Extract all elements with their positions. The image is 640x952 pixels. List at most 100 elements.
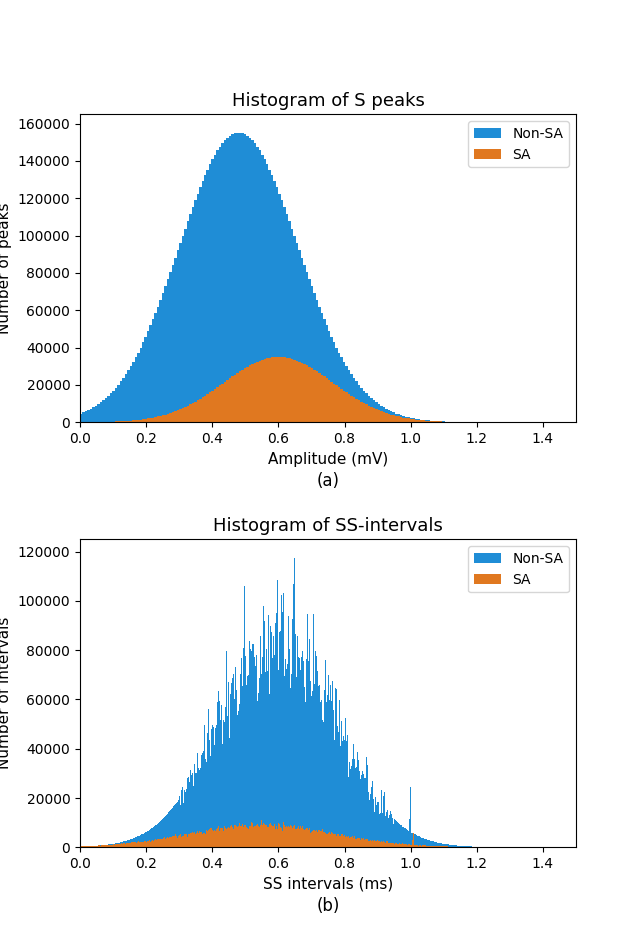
Bar bbox=[313, 369, 316, 423]
Bar bbox=[375, 409, 378, 423]
Bar bbox=[363, 774, 364, 847]
Bar bbox=[276, 829, 278, 847]
Bar bbox=[410, 419, 412, 423]
Bar bbox=[294, 824, 295, 847]
Bar bbox=[270, 823, 271, 847]
Bar bbox=[429, 421, 432, 423]
Bar bbox=[306, 366, 308, 423]
Bar bbox=[328, 675, 329, 847]
Bar bbox=[296, 712, 298, 847]
Bar bbox=[161, 840, 162, 847]
Bar bbox=[110, 844, 111, 847]
Bar bbox=[377, 803, 378, 847]
Bar bbox=[164, 817, 165, 847]
Bar bbox=[289, 648, 290, 847]
Bar bbox=[301, 624, 302, 847]
Bar bbox=[363, 403, 365, 423]
Bar bbox=[390, 843, 391, 847]
Bar bbox=[340, 837, 341, 847]
Bar bbox=[244, 825, 245, 847]
Bar bbox=[214, 155, 216, 423]
Bar bbox=[372, 841, 374, 847]
Bar bbox=[233, 674, 234, 847]
Bar bbox=[177, 801, 179, 847]
Bar bbox=[420, 837, 421, 847]
Bar bbox=[91, 846, 92, 847]
Bar bbox=[400, 417, 403, 423]
Bar bbox=[276, 188, 278, 423]
Bar bbox=[288, 222, 291, 423]
Bar bbox=[115, 387, 117, 423]
Bar bbox=[270, 626, 271, 847]
Bar bbox=[139, 842, 140, 847]
Bar bbox=[279, 824, 280, 847]
Bar bbox=[201, 832, 202, 847]
Bar bbox=[120, 843, 122, 847]
Bar bbox=[411, 832, 412, 847]
Bar bbox=[150, 842, 151, 847]
Bar bbox=[194, 764, 195, 847]
Bar bbox=[412, 833, 413, 847]
Bar bbox=[170, 837, 171, 847]
Bar bbox=[154, 826, 156, 847]
Bar bbox=[372, 400, 375, 423]
Bar bbox=[243, 827, 244, 847]
Bar bbox=[211, 828, 212, 847]
Bar bbox=[236, 690, 237, 847]
Bar bbox=[173, 836, 174, 847]
Bar bbox=[179, 409, 182, 423]
Bar bbox=[221, 384, 224, 423]
Bar bbox=[214, 388, 216, 423]
Bar bbox=[314, 830, 315, 847]
Bar bbox=[403, 844, 404, 847]
Bar bbox=[414, 844, 415, 847]
Bar bbox=[112, 843, 113, 847]
Bar bbox=[323, 832, 324, 847]
Bar bbox=[291, 674, 292, 847]
Bar bbox=[244, 658, 245, 847]
Bar bbox=[273, 357, 276, 423]
Bar bbox=[348, 836, 349, 847]
Bar bbox=[339, 836, 340, 847]
Bar bbox=[284, 825, 285, 847]
Bar bbox=[385, 816, 386, 847]
Bar bbox=[399, 843, 400, 847]
Bar bbox=[409, 819, 410, 847]
Bar bbox=[293, 236, 296, 423]
Bar bbox=[150, 326, 152, 423]
Bar bbox=[225, 828, 227, 847]
Bar bbox=[250, 826, 251, 847]
Bar bbox=[223, 721, 224, 847]
Bar bbox=[301, 828, 302, 847]
Bar bbox=[278, 670, 279, 847]
Bar bbox=[134, 843, 136, 847]
Bar bbox=[227, 828, 228, 847]
Bar bbox=[280, 827, 281, 847]
Bar bbox=[315, 651, 316, 847]
Bar bbox=[269, 824, 270, 847]
Bar bbox=[219, 147, 221, 423]
Bar bbox=[301, 258, 303, 423]
Bar bbox=[309, 827, 310, 847]
Bar bbox=[177, 834, 179, 847]
Bar bbox=[172, 265, 174, 423]
Bar bbox=[194, 201, 196, 423]
Bar bbox=[457, 845, 458, 847]
Bar bbox=[182, 837, 183, 847]
Bar bbox=[355, 399, 358, 423]
Bar bbox=[247, 828, 248, 847]
Bar bbox=[307, 614, 308, 847]
Bar bbox=[313, 614, 314, 847]
Text: (b): (b) bbox=[316, 897, 340, 915]
Bar bbox=[321, 375, 323, 423]
Bar bbox=[165, 839, 166, 847]
Bar bbox=[458, 845, 459, 847]
Bar bbox=[316, 830, 317, 847]
Bar bbox=[142, 343, 145, 423]
Bar bbox=[105, 845, 106, 847]
Bar bbox=[300, 825, 301, 847]
Bar bbox=[235, 700, 236, 847]
Bar bbox=[302, 651, 303, 847]
Bar bbox=[157, 307, 159, 423]
Bar bbox=[338, 352, 340, 423]
